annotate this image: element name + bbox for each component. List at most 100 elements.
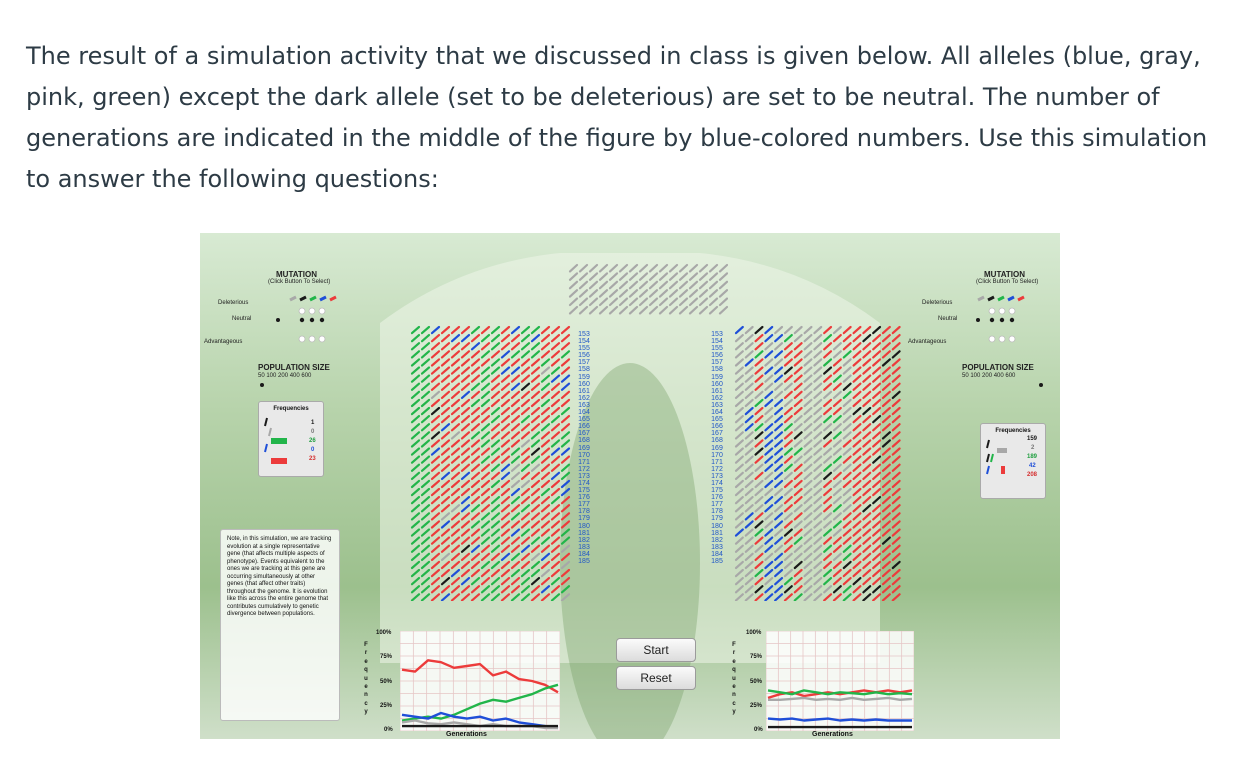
allele-mark (813, 560, 823, 570)
allele-mark (774, 406, 784, 416)
allele-mark (803, 496, 813, 505)
allele-mark (460, 447, 471, 456)
allele-mark (470, 544, 481, 553)
allele-mark (560, 398, 571, 408)
allele-mark (803, 334, 813, 343)
allele-mark (754, 423, 764, 432)
allele-mark (852, 342, 862, 351)
allele-mark (774, 544, 784, 553)
allele-mark (490, 577, 501, 586)
allele-mark (490, 512, 501, 521)
allele-mark (608, 263, 619, 273)
generation-number: 182 (578, 536, 590, 544)
allele-mark (813, 358, 823, 367)
allele-mark (430, 382, 441, 391)
start-button[interactable]: Start (616, 638, 696, 662)
population-options-left[interactable]: 50 100 200 400 600 (258, 373, 312, 379)
allele-mark (540, 423, 551, 432)
allele-mark (793, 560, 803, 570)
allele-mark (500, 390, 511, 400)
allele-mark (754, 512, 764, 521)
allele-mark (450, 439, 461, 448)
allele-mark (550, 390, 561, 400)
allele-mark (470, 479, 481, 489)
allele-mark (490, 431, 501, 440)
allele-mark (803, 390, 813, 400)
allele-mark (783, 382, 793, 391)
allele-mark (450, 471, 461, 480)
allele-mark (803, 577, 813, 586)
allele-mark (774, 585, 784, 594)
allele-mark (510, 439, 521, 448)
allele-mark (658, 263, 669, 273)
allele-mark (420, 382, 431, 391)
allele-mark (823, 487, 833, 497)
allele-mark (823, 439, 833, 448)
allele-mark (420, 593, 431, 601)
allele-mark (480, 447, 491, 456)
allele-mark (560, 414, 571, 424)
allele-mark (774, 439, 784, 448)
generation-number: 156 (578, 352, 590, 360)
allele-mark (430, 374, 441, 383)
allele-mark (460, 382, 471, 391)
allele-mark (540, 342, 551, 351)
population-options-right[interactable]: 50 100 200 400 600 (962, 373, 1016, 379)
reset-button[interactable]: Reset (616, 666, 696, 690)
allele-mark (510, 334, 521, 343)
mutation-buttons-right[interactable] (920, 273, 1060, 393)
allele-mark (862, 577, 872, 586)
allele-mark (480, 398, 491, 408)
mutation-buttons-left[interactable] (260, 273, 420, 393)
pct-75-right: 75% (750, 654, 763, 660)
allele-mark (783, 455, 793, 464)
allele-mark (842, 568, 852, 578)
generation-number: 167 (711, 430, 723, 438)
neutral-selected-dot[interactable] (276, 318, 280, 322)
frequency-chart-left (400, 631, 560, 731)
allele-mark (430, 390, 441, 400)
allele-mark (420, 496, 431, 505)
allele-mark (578, 297, 589, 307)
allele-mark (490, 560, 501, 570)
allele-mark (500, 439, 511, 448)
allele-mark (520, 439, 531, 448)
allele-mark (520, 358, 531, 367)
allele-mark (783, 593, 793, 601)
allele-mark (550, 593, 561, 601)
allele-mark (540, 585, 551, 594)
allele-mark (688, 305, 699, 315)
allele-mark (734, 463, 744, 472)
allele-mark (410, 366, 421, 375)
allele-mark (440, 374, 451, 383)
allele-mark (872, 398, 882, 408)
allele-mark (638, 263, 649, 273)
allele-mark (490, 568, 501, 578)
allele-mark (793, 334, 803, 343)
mutation-option-circles-right[interactable] (988, 307, 1016, 343)
allele-mark (420, 585, 431, 594)
generation-number: 179 (711, 515, 723, 523)
frequency-icons-left (264, 417, 287, 464)
frequency-letter: c (364, 700, 368, 707)
generation-number: 172 (578, 465, 590, 473)
allele-mark (881, 487, 891, 497)
allele-mark (530, 447, 541, 456)
allele-mark (510, 414, 521, 424)
allele-mark (842, 528, 852, 537)
mutation-option-circles[interactable] (298, 307, 326, 343)
neutral-selected-dot-right[interactable] (976, 318, 980, 322)
deleterious-mutation-icons[interactable] (289, 295, 337, 302)
allele-mark (813, 439, 823, 448)
allele-mark (881, 342, 891, 351)
allele-mark (430, 528, 441, 537)
deleterious-mutation-icons-right[interactable] (977, 295, 1025, 302)
allele-mark (852, 334, 862, 343)
allele-mark (470, 487, 481, 497)
allele-mark (718, 289, 728, 298)
allele-mark (500, 463, 511, 472)
allele-mark (698, 263, 709, 273)
allele-mark (470, 366, 481, 375)
generation-number: 176 (578, 494, 590, 502)
